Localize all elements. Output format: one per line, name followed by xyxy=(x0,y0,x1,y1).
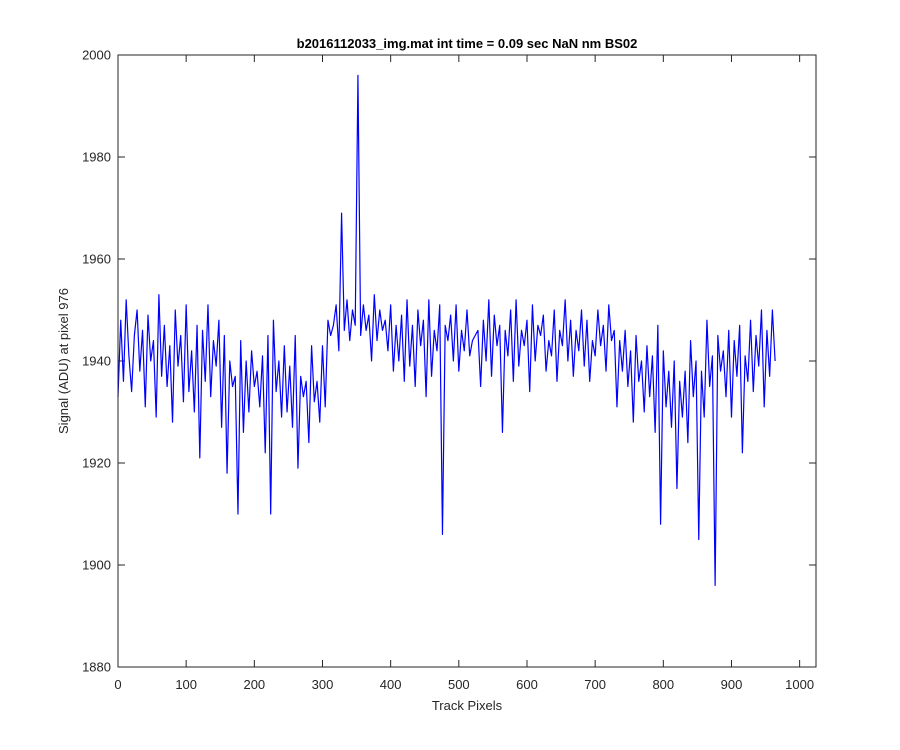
axes-box xyxy=(117,54,817,668)
y-tick-label: 1960 xyxy=(82,252,111,267)
x-tick-label: 700 xyxy=(584,677,606,692)
x-tick-label: 100 xyxy=(175,677,197,692)
y-axis-label: Signal (ADU) at pixel 976 xyxy=(56,288,71,434)
x-tick-label: 400 xyxy=(380,677,402,692)
chart-title: b2016112033_img.mat int time = 0.09 sec … xyxy=(297,36,638,51)
x-tick-label: 800 xyxy=(652,677,674,692)
y-tick-label: 1980 xyxy=(82,150,111,165)
y-tick-label: 1880 xyxy=(82,660,111,675)
axis-ticks: 0 100 200 300 400 500 600 700 800 900 1000 1880 1900… xyxy=(82,48,816,692)
x-tick-label: 500 xyxy=(448,677,470,692)
plot-area xyxy=(118,55,816,667)
y-tick-label: 1900 xyxy=(82,558,111,573)
series-line-1 xyxy=(117,74,776,587)
y-tick-label: 1940 xyxy=(82,354,111,369)
x-axis-label: Track Pixels xyxy=(432,698,503,713)
y-tick-label: 2000 xyxy=(82,48,111,63)
x-tick-label: 300 xyxy=(312,677,334,692)
x-tick-label: 0 xyxy=(114,677,121,692)
x-tick-label: 200 xyxy=(243,677,265,692)
x-tick-label: 900 xyxy=(721,677,743,692)
x-tick-label: 1000 xyxy=(785,677,814,692)
series-layer xyxy=(117,74,776,587)
x-tick-label: 600 xyxy=(516,677,538,692)
y-tick-label: 1920 xyxy=(82,456,111,471)
